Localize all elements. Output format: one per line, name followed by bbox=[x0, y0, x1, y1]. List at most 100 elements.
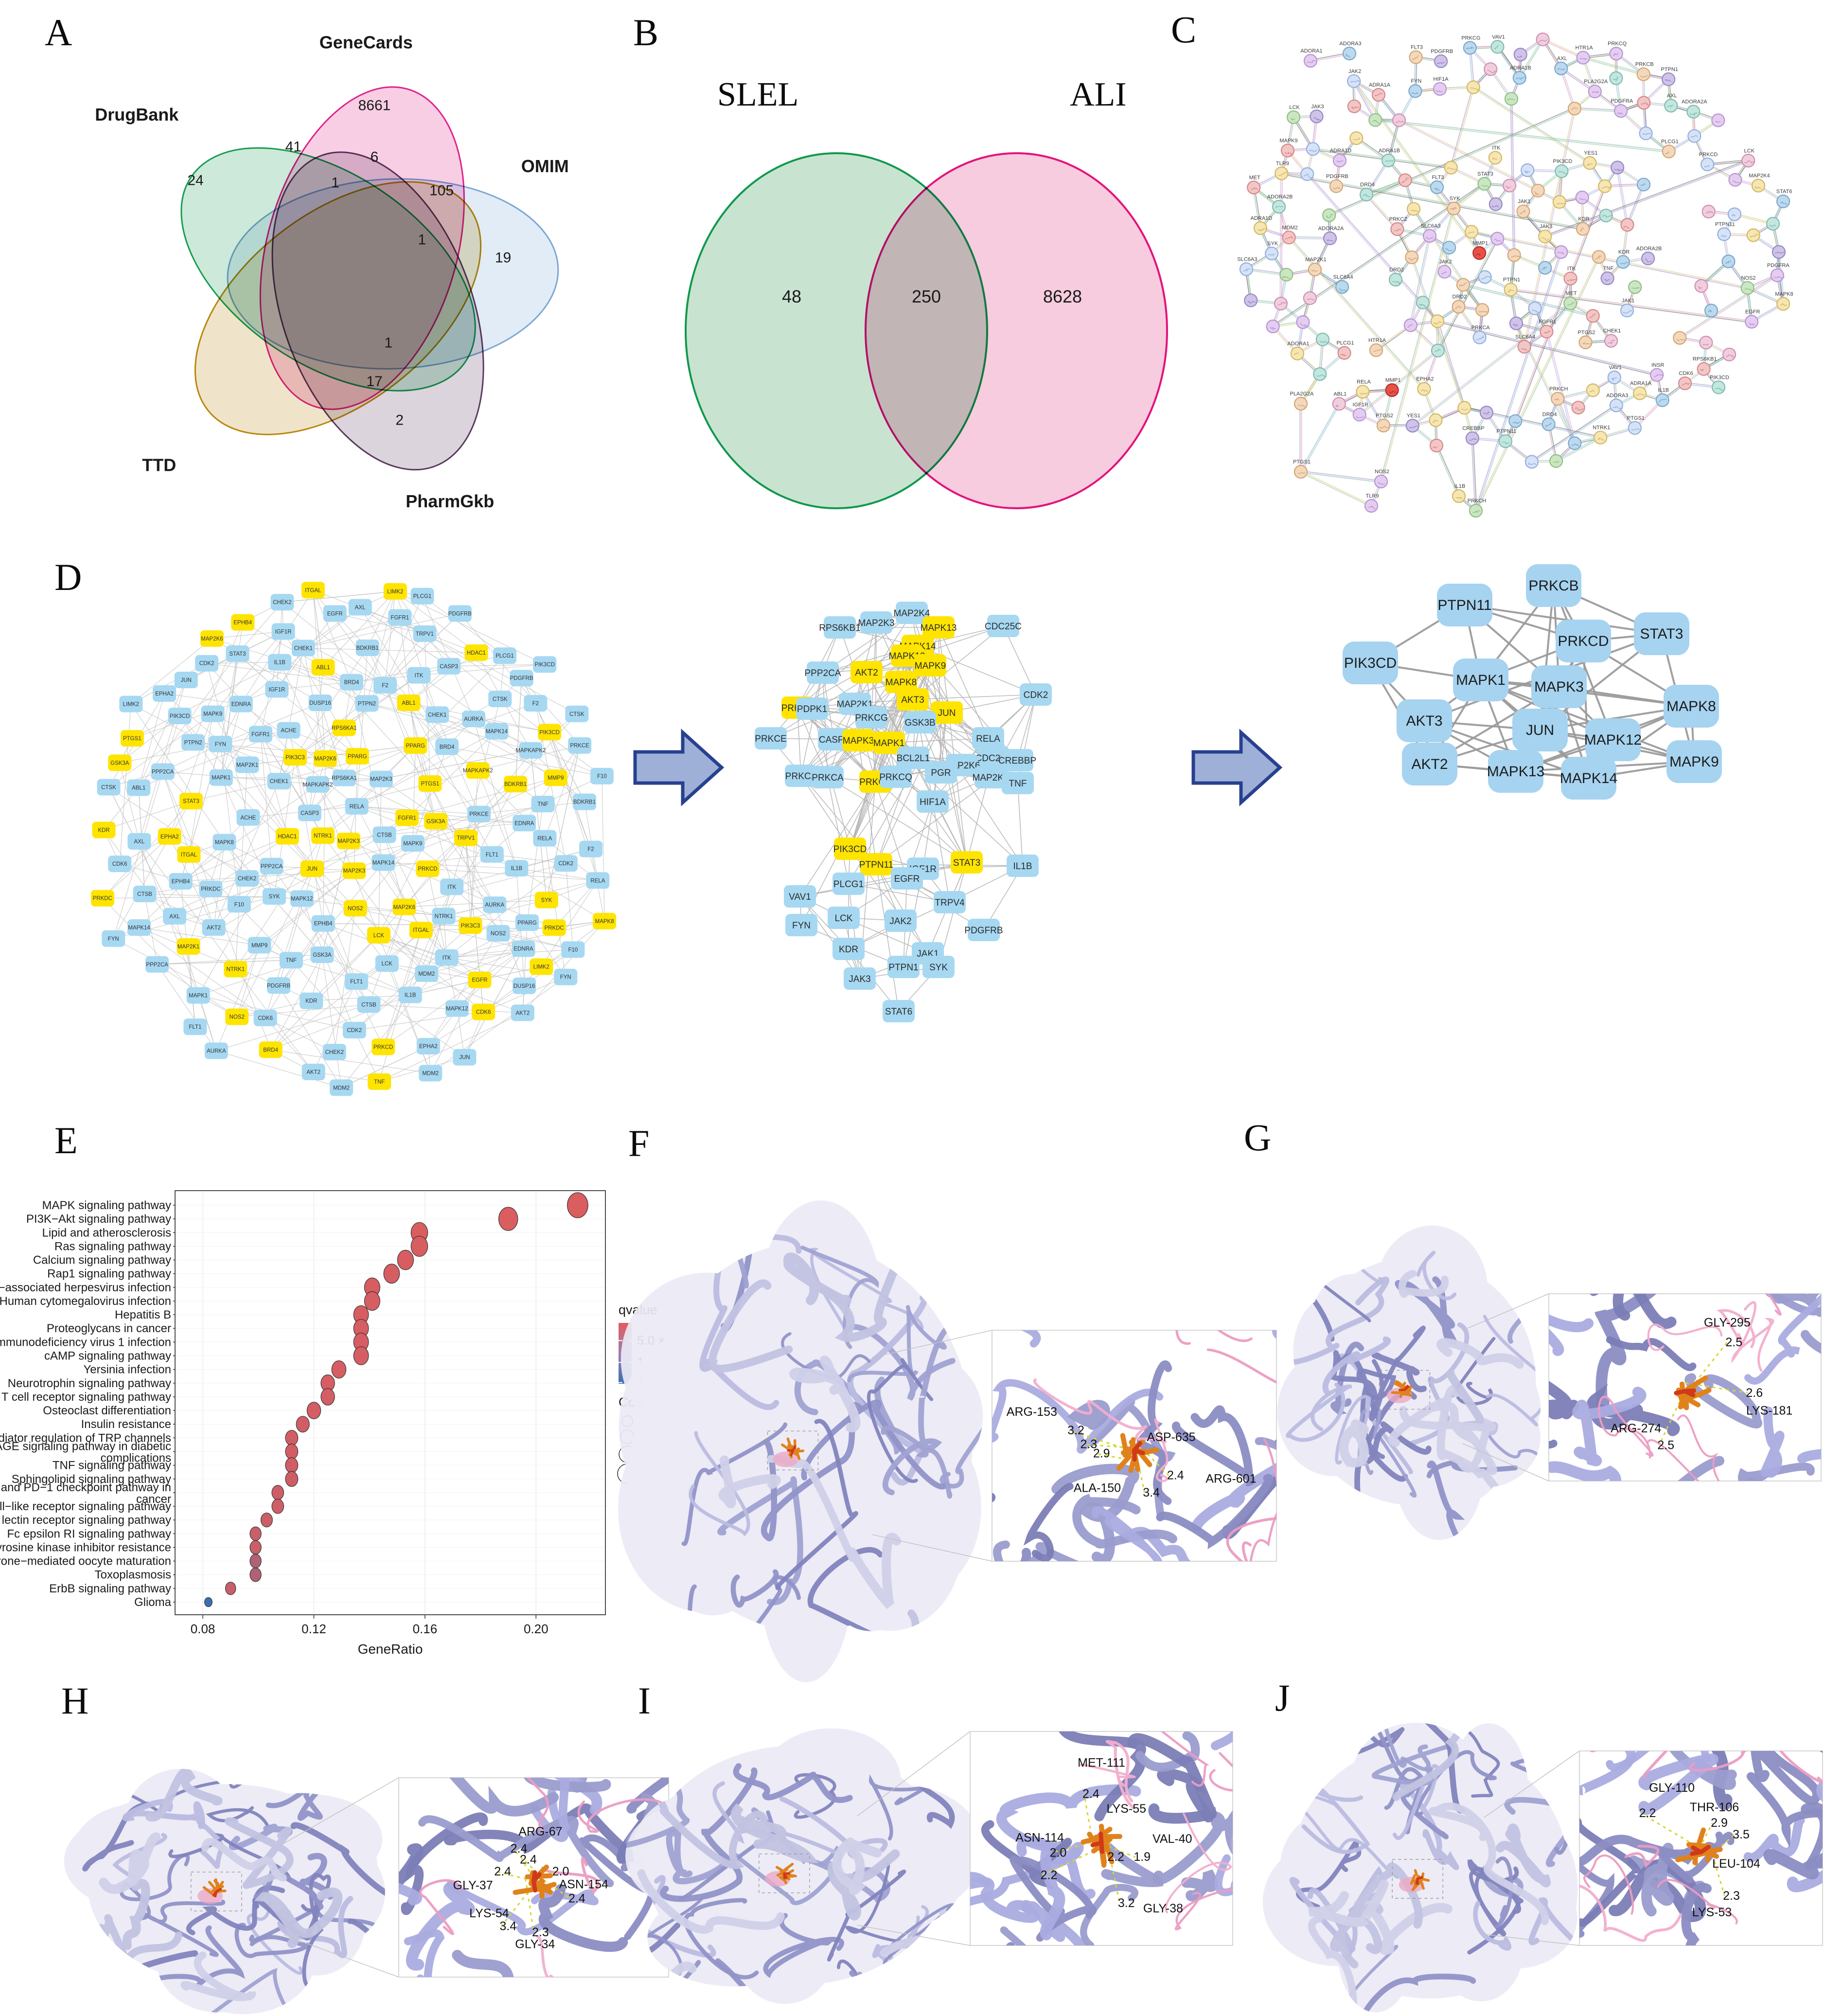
pathway-label: Toll−like receptor signaling pathway bbox=[0, 1500, 171, 1513]
string-edge bbox=[1354, 80, 1377, 120]
distance-label: 2.3 bbox=[1081, 1437, 1098, 1451]
gene-node-label: TRPV1 bbox=[457, 836, 475, 841]
string-node-label: PTGS2 bbox=[1376, 413, 1393, 419]
string-node bbox=[1315, 332, 1330, 347]
gene-node: FLT1 bbox=[183, 1018, 207, 1035]
ribbon-helix bbox=[1747, 1772, 1823, 1867]
gene-node-box bbox=[538, 724, 562, 741]
string-node: MET bbox=[1563, 291, 1577, 310]
gene-node: PDGFRB bbox=[510, 670, 533, 687]
venn5-set-ellipse bbox=[180, 147, 476, 392]
gene-node-box bbox=[177, 938, 200, 955]
structure-glyph bbox=[1481, 276, 1491, 280]
string-node bbox=[1306, 142, 1320, 156]
distance-label: 2.4 bbox=[494, 1865, 511, 1878]
ribbon-helix bbox=[733, 1763, 853, 1803]
protein-node-circle bbox=[1632, 386, 1647, 400]
gene-node-box bbox=[267, 773, 291, 790]
protein-node-circle bbox=[1745, 315, 1759, 329]
string-node bbox=[1711, 113, 1725, 127]
ribbon-helix bbox=[970, 1877, 1040, 1923]
gene-node-box bbox=[372, 826, 396, 843]
gene-node-label: PPP2CA bbox=[146, 962, 168, 968]
gene-node-label: AKT3 bbox=[901, 695, 924, 705]
network-edge bbox=[260, 734, 272, 866]
gene-node-box bbox=[579, 840, 602, 857]
ribbon-helix bbox=[794, 1773, 836, 1819]
string-edge bbox=[1556, 438, 1601, 463]
gene-node-box bbox=[824, 616, 856, 639]
ligand-stick bbox=[1081, 1835, 1103, 1845]
network-edge bbox=[216, 1050, 342, 1088]
gene-node: LCK bbox=[375, 955, 399, 972]
structure-glyph bbox=[1571, 443, 1579, 446]
gene-node: PRKDC bbox=[90, 890, 114, 907]
venn5-count: 8661 bbox=[358, 98, 391, 114]
gene-node: DUSP16 bbox=[513, 977, 536, 994]
ribbon-helix bbox=[206, 1806, 270, 1828]
gene-node-label: PRKCG bbox=[855, 713, 888, 723]
protein-node-circle bbox=[1430, 314, 1445, 328]
protein-node-circle bbox=[1628, 421, 1642, 435]
ribbon-helix bbox=[1549, 1314, 1594, 1356]
structure-glyph bbox=[1732, 180, 1740, 184]
structure-glyph bbox=[1385, 160, 1394, 162]
protein-node-circle bbox=[1472, 330, 1487, 344]
gene-node-label: MAPK8 bbox=[1666, 698, 1716, 714]
network-edge bbox=[522, 922, 528, 1013]
gene-node-box bbox=[372, 854, 395, 871]
residue-label: ARG-274 bbox=[1611, 1422, 1661, 1435]
pathway-label: Osteoclast differentiation bbox=[43, 1404, 171, 1417]
gene-node-box bbox=[896, 602, 928, 624]
network-edge bbox=[277, 689, 358, 757]
string-node: MMP1 bbox=[1472, 240, 1488, 260]
gene-node-box bbox=[1488, 750, 1543, 793]
structure-glyph bbox=[1586, 162, 1593, 166]
x-tick-label: 0.16 bbox=[413, 1622, 438, 1636]
protein-node-circle bbox=[1751, 178, 1766, 193]
gene-node: CHEK1 bbox=[425, 706, 449, 723]
gene-node-label: CTSB bbox=[377, 832, 392, 838]
ligand-stick bbox=[1706, 1847, 1723, 1854]
string-node-label: HTR1A bbox=[1576, 45, 1594, 51]
structure-glyph bbox=[1353, 138, 1360, 140]
gene-node-label: PTGS1 bbox=[123, 736, 142, 742]
hbond-dashed-line bbox=[1699, 1822, 1713, 1849]
gene-node-label: MAPK9 bbox=[203, 712, 222, 717]
structure-glyph bbox=[1363, 194, 1371, 197]
gene-node-box bbox=[796, 697, 828, 720]
network-edge bbox=[157, 960, 291, 965]
network-edge bbox=[102, 898, 199, 996]
protein-node-circle bbox=[1600, 271, 1614, 285]
protein-node-circle bbox=[1369, 343, 1383, 357]
ribbon-helix bbox=[1772, 1294, 1820, 1311]
gene-node-box bbox=[298, 804, 321, 821]
gene-node-box bbox=[372, 1038, 395, 1055]
string-node-label: JAK1 bbox=[1518, 199, 1530, 205]
structure-glyph bbox=[1294, 353, 1299, 355]
network-edge bbox=[323, 591, 396, 668]
gene-node: CHEK2 bbox=[322, 1044, 346, 1061]
gene-node-box bbox=[398, 986, 422, 1003]
gene-node-box bbox=[519, 742, 543, 759]
network-edge bbox=[144, 893, 158, 964]
network-edge bbox=[313, 590, 352, 682]
network-edge bbox=[446, 948, 524, 958]
structure-glyph bbox=[1437, 61, 1445, 64]
structure-glyph bbox=[1340, 354, 1347, 357]
string-node-label: MDM2 bbox=[1282, 225, 1297, 231]
gene-node: LIMK2 bbox=[383, 583, 407, 600]
residue-label: LYS-54 bbox=[469, 1907, 509, 1920]
gene-node-label: BDKRB1 bbox=[504, 782, 527, 787]
gene-node-box bbox=[368, 1073, 391, 1090]
gene-node: CDK6 bbox=[253, 1009, 277, 1026]
string-node-label: RELA bbox=[1357, 379, 1371, 385]
network-edge bbox=[516, 849, 591, 869]
ribbon-helix bbox=[1583, 1854, 1634, 1915]
network-edge bbox=[130, 638, 213, 704]
gene-node: CASP3 bbox=[298, 804, 321, 821]
gene-node: PRKDC bbox=[542, 919, 566, 936]
string-node: PLA2G2A bbox=[1290, 391, 1314, 411]
structure-glyph bbox=[1285, 236, 1293, 240]
